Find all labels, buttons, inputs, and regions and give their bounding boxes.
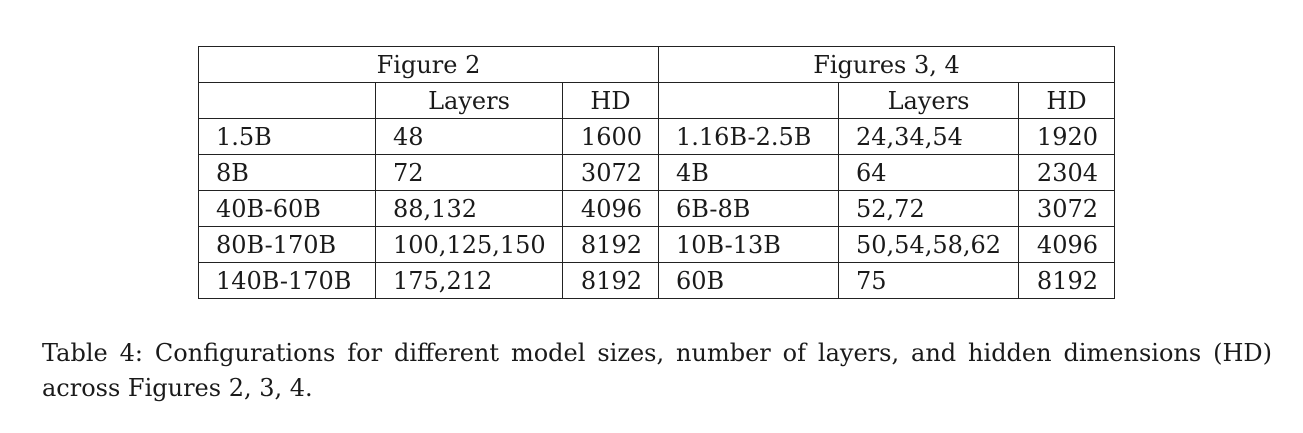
- cell-left-layers: 100,125,150: [375, 226, 563, 263]
- table-row: 40B-60B 88,132 4096 6B-8B 52,72 3072: [198, 190, 1115, 227]
- cell-left-size: 40B-60B: [198, 190, 376, 227]
- cell-right-layers: 50,54,58,62: [838, 226, 1019, 263]
- cell-left-size: 8B: [198, 154, 376, 191]
- cell-right-size: 4B: [658, 154, 839, 191]
- cell-left-hd: 1600: [562, 118, 659, 155]
- cell-left-layers: 175,212: [375, 262, 563, 299]
- cell-right-layers: 52,72: [838, 190, 1019, 227]
- cell-left-hd: 8192: [562, 262, 659, 299]
- sub-header-right-size: [658, 82, 839, 119]
- sub-header-right-hd: HD: [1018, 82, 1115, 119]
- config-table-container: Figure 2 Figures 3, 4 Layers HD Layers H…: [198, 46, 1115, 299]
- group-header-figure-2: Figure 2: [198, 46, 659, 83]
- cell-right-layers: 24,34,54: [838, 118, 1019, 155]
- sub-header-left-layers: Layers: [375, 82, 563, 119]
- cell-left-layers: 72: [375, 154, 563, 191]
- sub-header-left-hd: HD: [562, 82, 659, 119]
- cell-right-hd: 4096: [1018, 226, 1115, 263]
- table-body: Figure 2 Figures 3, 4 Layers HD Layers H…: [198, 46, 1115, 299]
- cell-right-size: 6B-8B: [658, 190, 839, 227]
- table-row: 80B-170B 100,125,150 8192 10B-13B 50,54,…: [198, 226, 1115, 263]
- sub-header-right-layers: Layers: [838, 82, 1019, 119]
- sub-header-left-size: [198, 82, 376, 119]
- cell-right-size: 60B: [658, 262, 839, 299]
- cell-left-hd: 3072: [562, 154, 659, 191]
- table-caption: Table 4: Configurations for different mo…: [42, 339, 1272, 402]
- config-table: Figure 2 Figures 3, 4 Layers HD Layers H…: [198, 46, 1115, 299]
- group-header-row: Figure 2 Figures 3, 4: [198, 46, 1115, 83]
- cell-right-hd: 2304: [1018, 154, 1115, 191]
- table-row: 8B 72 3072 4B 64 2304: [198, 154, 1115, 191]
- cell-right-size: 10B-13B: [658, 226, 839, 263]
- cell-left-size: 80B-170B: [198, 226, 376, 263]
- table-row: 140B-170B 175,212 8192 60B 75 8192: [198, 262, 1115, 299]
- cell-left-hd: 8192: [562, 226, 659, 263]
- cell-left-layers: 88,132: [375, 190, 563, 227]
- sub-header-row: Layers HD Layers HD: [198, 82, 1115, 119]
- cell-right-layers: 64: [838, 154, 1019, 191]
- cell-right-layers: 75: [838, 262, 1019, 299]
- cell-left-size: 140B-170B: [198, 262, 376, 299]
- cell-right-size: 1.16B-2.5B: [658, 118, 839, 155]
- cell-right-hd: 8192: [1018, 262, 1115, 299]
- cell-left-size: 1.5B: [198, 118, 376, 155]
- group-header-figures-3-4: Figures 3, 4: [658, 46, 1115, 83]
- table-row: 1.5B 48 1600 1.16B-2.5B 24,34,54 1920: [198, 118, 1115, 155]
- cell-right-hd: 3072: [1018, 190, 1115, 227]
- cell-right-hd: 1920: [1018, 118, 1115, 155]
- cell-left-layers: 48: [375, 118, 563, 155]
- cell-left-hd: 4096: [562, 190, 659, 227]
